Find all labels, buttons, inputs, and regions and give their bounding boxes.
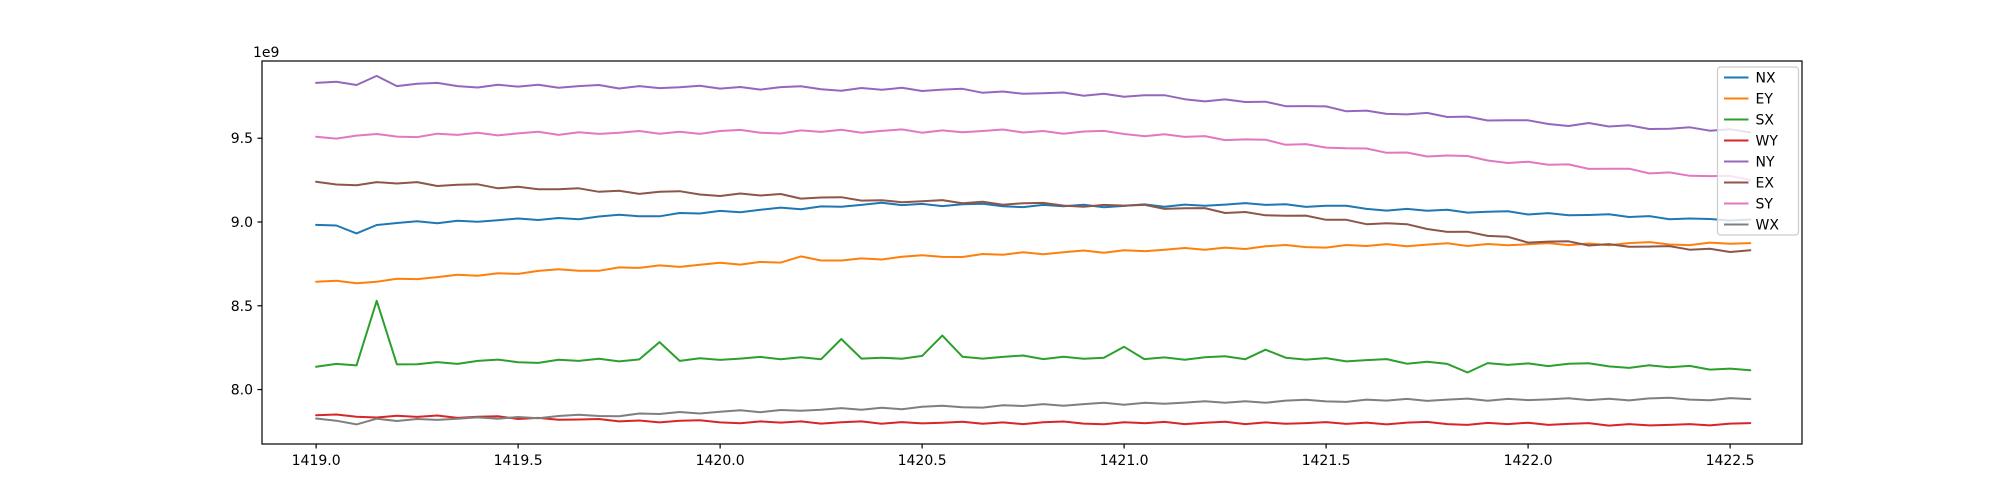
legend-entry-sy: SY [1724, 197, 1773, 213]
legend-label-sy: SY [1756, 197, 1774, 213]
y-tick-label: 9.0 [231, 215, 253, 231]
axis-offset-label: 1e9 [253, 45, 279, 61]
x-tick-label: 1421.5 [1302, 453, 1351, 469]
series-line-wx [315, 396, 1752, 426]
legend-label-wy: WY [1756, 134, 1779, 150]
series-line-ny [315, 74, 1752, 134]
x-tick-label: 1422.0 [1504, 453, 1553, 469]
x-tick-label: 1419.0 [292, 453, 341, 469]
x-tick-label: 1420.5 [898, 453, 947, 469]
legend-entry-ey: EY [1724, 92, 1773, 108]
legend-entry-wx: WX [1724, 218, 1779, 234]
x-tick-label: 1419.5 [494, 453, 543, 469]
series-line-ey [315, 241, 1752, 285]
series-line-sy [315, 128, 1752, 181]
legend-box [1716, 66, 1800, 236]
y-tick-label: 9.5 [231, 131, 253, 147]
series-line-sx [315, 299, 1752, 374]
y-tick-label: 8.5 [231, 299, 253, 315]
plot-border [261, 60, 1803, 445]
y-tick-label: 8.0 [231, 383, 253, 399]
legend: NX EY SX WY NY EX SY WX [1716, 66, 1800, 236]
x-tick-label: 1422.5 [1706, 453, 1755, 469]
series-line-nx [315, 201, 1752, 235]
legend-label-wx: WX [1756, 218, 1780, 234]
legend-entry-sx: SX [1724, 113, 1774, 129]
x-tick-label: 1421.0 [1100, 453, 1149, 469]
legend-entry-wy: WY [1724, 134, 1778, 150]
legend-label-ex: EX [1756, 176, 1775, 192]
legend-label-sx: SX [1756, 113, 1775, 129]
series-line-ex [315, 180, 1752, 253]
legend-label-ny: NY [1756, 155, 1775, 171]
legend-label-ey: EY [1756, 92, 1774, 108]
legend-label-nx: NX [1756, 71, 1776, 87]
legend-entry-ex: EX [1724, 176, 1774, 192]
series-line-wy [315, 413, 1752, 427]
legend-entry-ny: NY [1724, 155, 1775, 171]
legend-entry-nx: NX [1724, 71, 1776, 87]
x-tick-label: 1420.0 [696, 453, 745, 469]
